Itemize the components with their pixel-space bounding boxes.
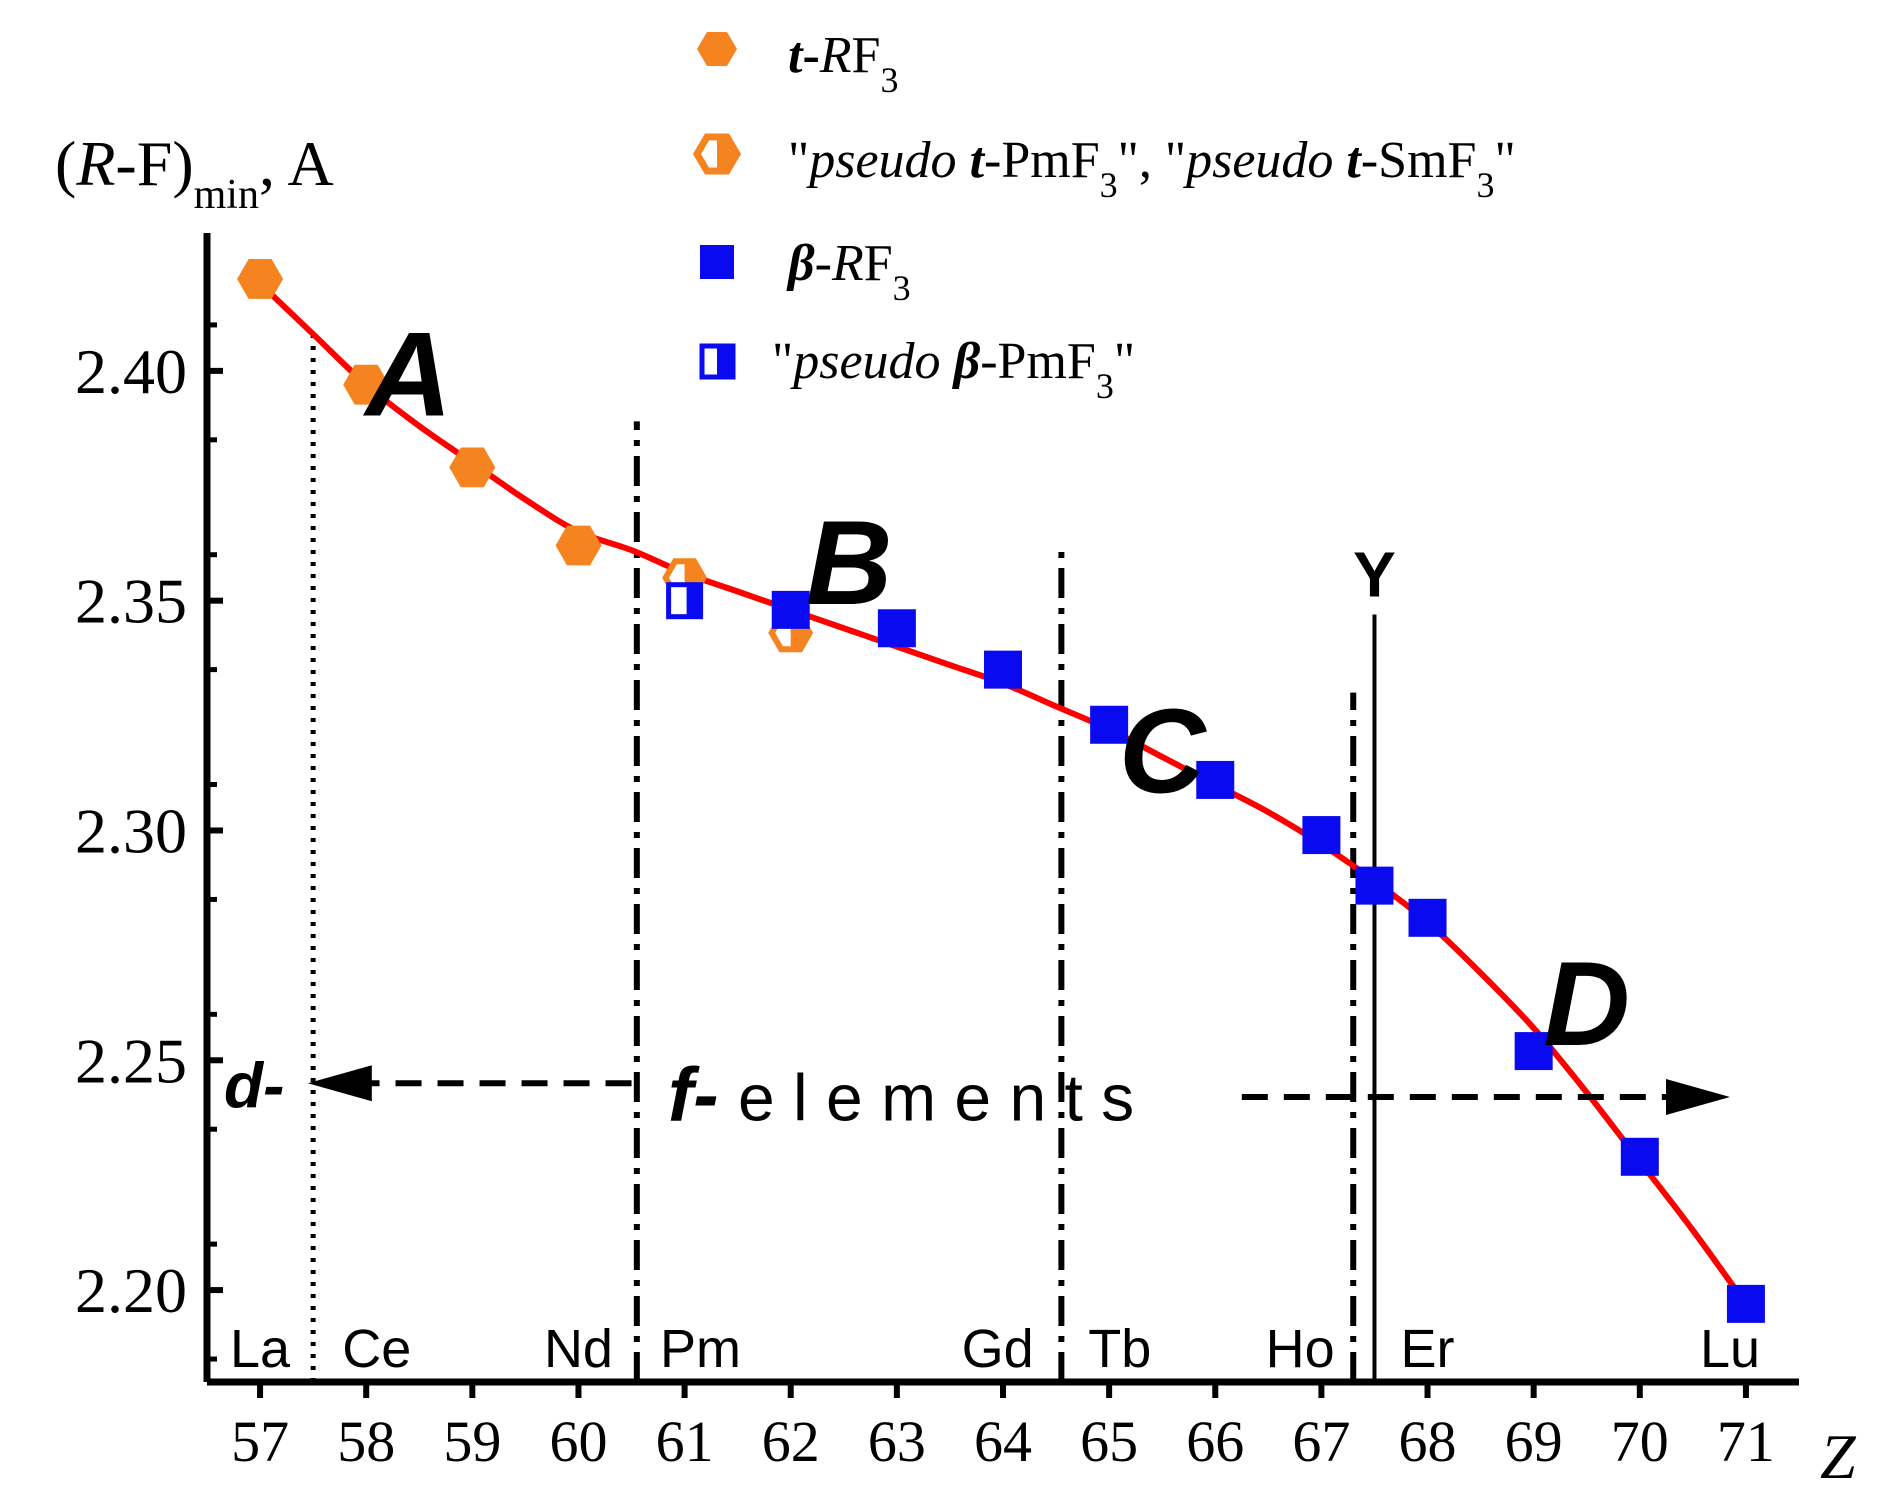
y-tick-label: 2.25 — [75, 1025, 187, 1096]
f-elements-prefix: f- — [668, 1052, 719, 1137]
f-elements-word: e l e m e n t s — [738, 1060, 1134, 1134]
x-tick-label: 65 — [1080, 1409, 1138, 1474]
x-tick-label: 57 — [231, 1409, 289, 1474]
x-tick-label: 68 — [1399, 1409, 1457, 1474]
element-label-Ho: Ho — [1266, 1319, 1335, 1379]
element-label-Pm: Pm — [660, 1319, 741, 1379]
fit-curve — [257, 281, 1749, 1306]
data-point-filled-hexagon-59 — [449, 447, 496, 488]
x-tick-label: 59 — [443, 1409, 501, 1474]
data-point-filled-square-67 — [1302, 816, 1341, 855]
legend-marker-pseudo-beta — [699, 343, 736, 380]
left-arrowhead — [307, 1065, 372, 1102]
x-axis-title: Z — [1820, 1421, 1857, 1492]
data-point-filled-square-62 — [771, 590, 810, 629]
x-tick-label: 69 — [1505, 1409, 1563, 1474]
x-tick-label: 70 — [1611, 1409, 1669, 1474]
yttrium-label: Y — [1353, 538, 1396, 610]
x-tick-label: 60 — [549, 1409, 607, 1474]
y-tick-label: 2.20 — [75, 1255, 187, 1326]
data-point-filled-hexagon-60 — [555, 525, 602, 566]
data-markers — [237, 259, 1765, 1323]
reference-lines — [310, 334, 1377, 1382]
legend-marker-pseudo-t — [692, 133, 742, 175]
y-tick-label: 2.30 — [75, 795, 187, 866]
x-tick-label: 61 — [656, 1409, 714, 1474]
region-label-C: C — [1119, 684, 1208, 818]
x-tick-label: 66 — [1186, 1409, 1244, 1474]
element-label-Nd: Nd — [544, 1319, 613, 1379]
x-tick-label: 63 — [868, 1409, 926, 1474]
y-tick-label: 2.35 — [75, 566, 187, 637]
element-label-Lu: Lu — [1700, 1319, 1760, 1379]
legend-marker-t-rf3 — [697, 32, 737, 66]
x-tick-label: 62 — [762, 1409, 820, 1474]
data-point-filled-square-64 — [984, 650, 1022, 689]
data-point-filled-hexagon-58 — [343, 364, 390, 405]
data-point-filled-square-69 — [1514, 1032, 1553, 1071]
element-label-Er: Er — [1401, 1319, 1455, 1379]
legend-label-t-rf3: t-RF3 — [788, 27, 898, 100]
element-label-La: La — [230, 1319, 291, 1379]
data-point-filled-square-67.5 — [1355, 866, 1394, 905]
region-label-A: A — [362, 307, 452, 441]
element-label-Ce: Ce — [342, 1319, 411, 1379]
element-label-Gd: Gd — [962, 1319, 1034, 1379]
region-label-D: D — [1543, 937, 1630, 1071]
d-elements-label: d- — [224, 1049, 284, 1121]
data-point-filled-square-65 — [1090, 705, 1129, 744]
x-tick-label: 67 — [1292, 1409, 1350, 1474]
annotations: A B C D La Ce Nd Pm Gd Tb Ho Er Lu Yd-f-e l e m e n t… — [224, 307, 1760, 1379]
axes: 2.20 2.25 2.30 2.35 2.40 57 58 59 60 61 62 63 64 65 66… — [75, 233, 1799, 1474]
legend-label-pseudo-t: "pseudo t-PmF3", "pseudo t-SmF3" — [788, 132, 1516, 205]
data-point-filled-square-70 — [1620, 1137, 1659, 1176]
legend: t-RF3 "pseudo t-PmF3", "pseudo t-SmF3" β… — [692, 27, 1516, 406]
fit-curve-layer — [257, 281, 1749, 1306]
legend-label-pseudo-beta: "pseudo β-PmF3" — [772, 333, 1135, 406]
data-point-filled-square-66 — [1196, 760, 1235, 799]
legend-marker-beta-rf3 — [700, 245, 734, 279]
right-arrowhead — [1666, 1079, 1731, 1116]
element-label-Tb: Tb — [1088, 1319, 1151, 1379]
data-point-filled-square-63 — [877, 609, 916, 648]
data-point-half-square-61-fill — [686, 584, 701, 617]
x-tick-label: 71 — [1717, 1409, 1775, 1474]
x-tick-label: 64 — [974, 1409, 1032, 1474]
data-point-filled-square-71 — [1726, 1284, 1765, 1323]
y-axis-title: (R-F)min, A — [55, 128, 334, 218]
region-label-B: B — [806, 496, 893, 630]
y-tick-label: 2.40 — [75, 336, 187, 407]
data-point-filled-hexagon-57 — [237, 259, 284, 299]
data-point-filled-square-68 — [1408, 898, 1447, 937]
x-tick-label: 58 — [337, 1409, 395, 1474]
legend-label-beta-rf3: β-RF3 — [786, 235, 911, 308]
